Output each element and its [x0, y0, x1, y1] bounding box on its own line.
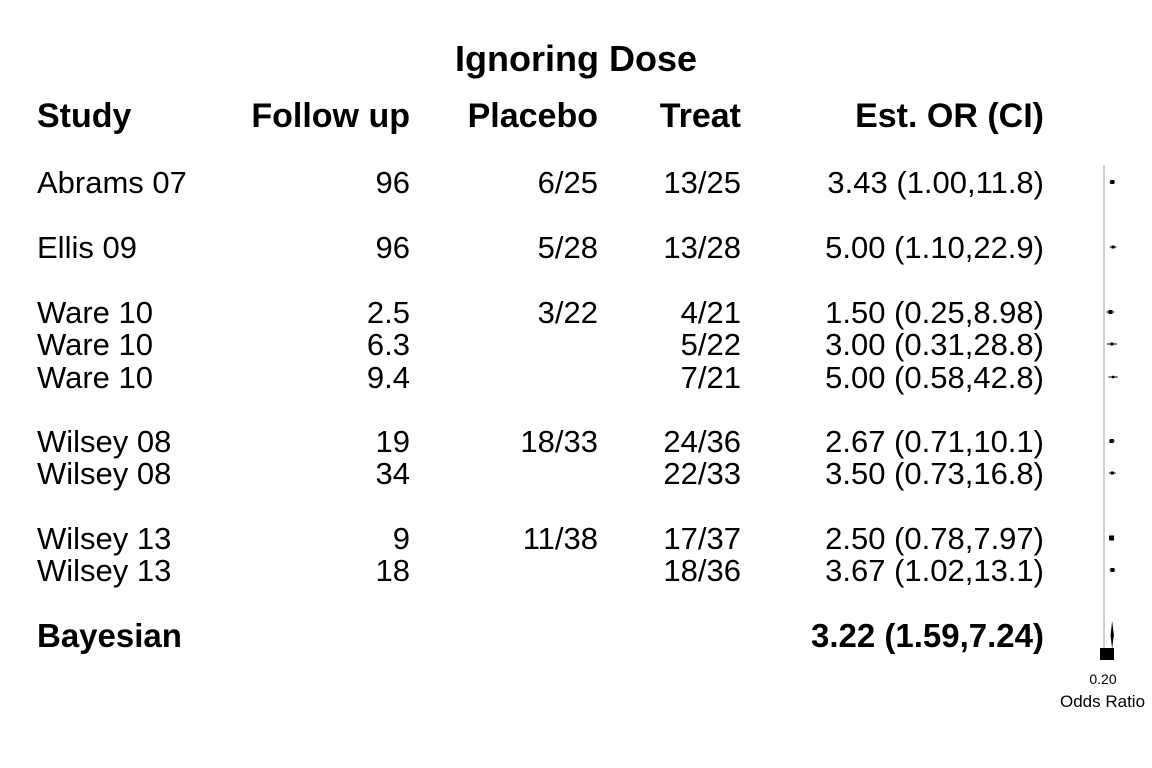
row-study: Ellis 09	[37, 230, 137, 265]
row-treat: 5/22	[680, 327, 741, 362]
estimate-box	[1109, 535, 1115, 541]
summary-diamond	[1110, 621, 1114, 649]
row-est-or: 3.50 (0.73,16.8)	[825, 456, 1044, 491]
estimate-box	[1110, 342, 1114, 346]
row-est-or: 3.00 (0.31,28.8)	[825, 327, 1044, 362]
row-placebo: 18/33	[520, 424, 598, 459]
row-follow-up: 96	[375, 165, 410, 200]
row-est-or: 2.50 (0.78,7.97)	[825, 521, 1044, 556]
row-treat: 18/36	[663, 553, 741, 588]
row-study: Wilsey 08	[37, 456, 172, 491]
row-treat: 13/25	[663, 165, 741, 200]
row-follow-up: 18	[375, 553, 410, 588]
row-study: Ware 10	[37, 360, 154, 395]
row-est-or: 5.00 (0.58,42.8)	[825, 360, 1044, 395]
estimate-box	[1108, 310, 1113, 314]
axis-tick-label: 0.20	[1089, 671, 1116, 687]
row-study: Wilsey 13	[37, 521, 172, 556]
row-placebo: 6/25	[537, 165, 598, 200]
row-follow-up: 96	[375, 230, 410, 265]
row-treat: 17/37	[663, 521, 741, 556]
row-est-or: 3.43 (1.00,11.8)	[827, 165, 1044, 200]
row-est-or: 5.00 (1.10,22.9)	[825, 230, 1044, 265]
row-follow-up: 9.4	[366, 360, 410, 395]
summary-label: Bayesian	[37, 617, 182, 654]
row-placebo: 11/38	[522, 521, 598, 556]
row-est-or: 3.67 (1.02,13.1)	[825, 553, 1044, 588]
estimate-box	[1111, 245, 1115, 249]
row-est-or: 1.50 (0.25,8.98)	[825, 295, 1044, 330]
row-treat: 4/21	[680, 295, 741, 330]
row-est-or: 2.67 (0.71,10.1)	[825, 424, 1044, 459]
row-study: Abrams 07	[37, 165, 187, 200]
row-follow-up: 2.5	[366, 295, 410, 330]
row-placebo: 5/28	[537, 230, 598, 265]
row-treat: 7/21	[680, 360, 741, 395]
header-est-or: Est. OR (CI)	[855, 97, 1044, 135]
estimate-box	[1110, 180, 1115, 184]
chart-title: Ignoring Dose	[455, 38, 697, 79]
row-study: Wilsey 13	[37, 553, 172, 588]
x-axis-title: Odds Ratio	[1060, 692, 1145, 711]
estimate-box	[1109, 439, 1114, 443]
header-treat: Treat	[659, 97, 741, 135]
row-follow-up: 19	[375, 424, 410, 459]
summary-est-or: 3.22 (1.59,7.24)	[811, 617, 1044, 654]
estimate-box	[1110, 471, 1114, 475]
row-treat: 22/33	[663, 456, 741, 491]
row-follow-up: 6.3	[366, 327, 410, 362]
row-study: Ware 10	[37, 327, 154, 362]
header-placebo: Placebo	[467, 97, 598, 135]
row-treat: 24/36	[663, 424, 741, 459]
row-placebo: 3/22	[537, 295, 598, 330]
row-follow-up: 34	[375, 456, 410, 491]
summary-box	[1100, 648, 1114, 660]
estimate-box	[1110, 568, 1115, 572]
row-study: Ware 10	[37, 295, 154, 330]
estimate-box	[1111, 375, 1115, 379]
header-follow-up: Follow up	[251, 97, 410, 135]
row-follow-up: 9	[392, 521, 410, 556]
row-treat: 13/28	[663, 230, 741, 265]
header-study: Study	[37, 97, 132, 135]
row-study: Wilsey 08	[37, 424, 172, 459]
